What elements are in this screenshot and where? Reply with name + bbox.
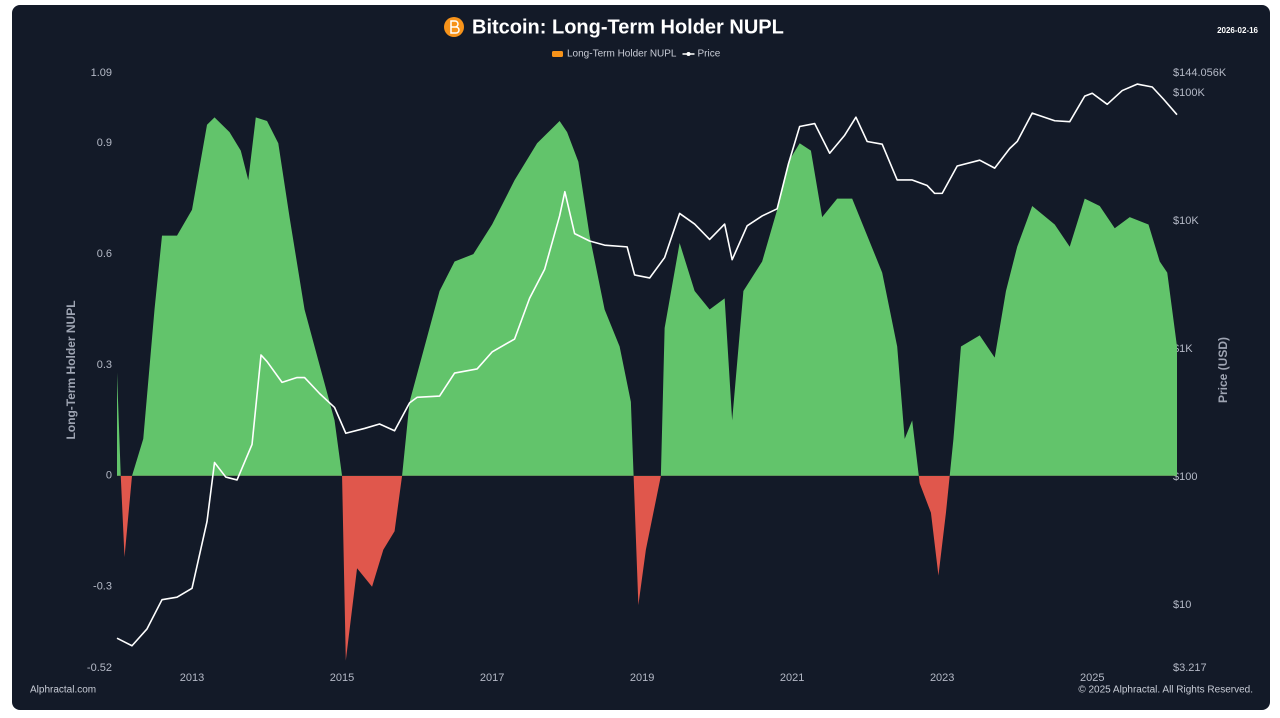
y-axis-title: Long-Term Holder NUPL <box>64 300 78 439</box>
y2-tick-label: $3.217 <box>1173 662 1207 674</box>
x-tick-label: 2021 <box>780 672 804 684</box>
copyright-label: © 2025 Alphractal. All Rights Reserved. <box>1078 685 1253 696</box>
y2-tick-label: $10 <box>1173 599 1191 611</box>
chart-panel <box>12 5 1270 710</box>
y2-axis-title: Price (USD) <box>1216 337 1230 403</box>
y2-tick-label: $100 <box>1173 471 1197 483</box>
legend-swatch-dot <box>686 52 691 56</box>
legend-label: Long-Term Holder NUPL <box>567 49 677 60</box>
y-tick-label: 0.6 <box>97 248 112 260</box>
y2-tick-label: $10K <box>1173 215 1199 227</box>
y-tick-label: 0.3 <box>97 359 112 371</box>
nupl-area-positive <box>117 117 1177 476</box>
chart-title: Bitcoin: Long-Term Holder NUPL <box>472 16 784 38</box>
x-tick-label: 2017 <box>480 672 504 684</box>
y-tick-label: 1.09 <box>91 67 112 79</box>
y-tick-label: -0.3 <box>93 581 112 593</box>
x-tick-label: 2019 <box>630 672 654 684</box>
y-tick-label: -0.52 <box>87 662 112 674</box>
legend-label: Price <box>698 49 721 60</box>
x-tick-label: 2023 <box>930 672 954 684</box>
bitcoin-icon-glyph <box>450 20 460 34</box>
y2-tick-label: $144.056K <box>1173 67 1227 79</box>
y2-tick-label: $1K <box>1173 343 1193 355</box>
legend-swatch <box>552 51 563 57</box>
y-tick-label: 0 <box>106 470 112 482</box>
date-label: 2026-02-16 <box>1217 26 1258 35</box>
price-line <box>116 83 1178 647</box>
x-tick-label: 2025 <box>1080 672 1104 684</box>
y2-tick-label: $100K <box>1173 87 1205 99</box>
x-tick-label: 2015 <box>330 672 354 684</box>
y-tick-label: 0.9 <box>97 137 112 149</box>
source-label: Alphractal.com <box>30 685 96 696</box>
x-tick-label: 2013 <box>180 672 204 684</box>
